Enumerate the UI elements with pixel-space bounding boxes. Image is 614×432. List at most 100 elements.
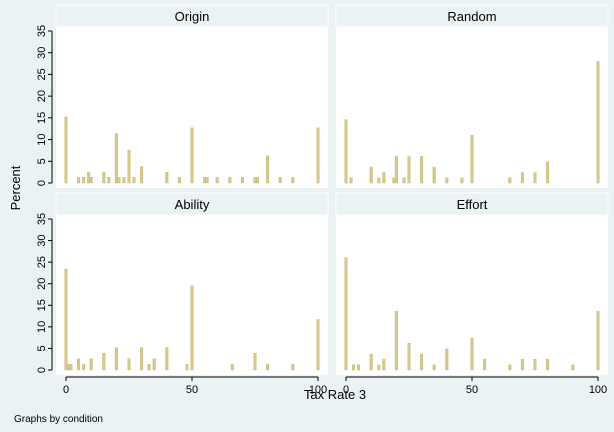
bar [546,161,550,184]
bar [520,359,524,371]
x-tick-label: 50 [466,384,478,396]
y-tick-label: 0 [36,180,48,186]
bar [132,177,136,184]
bar [117,177,121,184]
y-tick-label: 20 [36,278,48,290]
bar [596,61,600,184]
bar [316,319,320,371]
bar [165,171,169,184]
bar [152,358,156,371]
bar [508,177,512,184]
y-tick-label: 5 [36,345,48,351]
y-tick-label: 35 [36,25,48,37]
bar [266,364,270,371]
bar [291,177,295,184]
y-tick-label: 0 [36,367,48,373]
bar [420,156,424,184]
bar [352,364,356,371]
bar [432,364,436,371]
bar [402,177,406,184]
bar [470,135,474,184]
bar [420,353,424,371]
bar [177,177,181,184]
bar [382,172,386,184]
panel-strip-label: Effort [457,197,488,212]
bar [253,177,257,184]
bar [377,364,381,371]
y-tick-label: 30 [36,234,48,246]
bar [357,364,361,371]
bar [230,364,234,371]
bar [89,177,93,184]
bar [102,352,106,371]
bar [87,171,91,184]
bar [596,311,600,371]
bar [445,348,449,371]
y-tick-label: 10 [36,321,48,333]
bar [344,257,348,371]
bar [533,172,537,184]
bar [64,268,68,371]
bar [445,177,449,184]
y-tick-label: 15 [36,299,48,311]
bar [483,359,487,371]
bar [240,177,244,184]
y-axis-title: Percent [8,165,23,210]
bar [114,133,118,184]
bar [377,177,381,184]
bar [369,353,373,371]
bar [69,364,73,371]
y-tick-label: 5 [36,158,48,164]
bar [203,177,207,184]
panel-random: Random [335,4,609,188]
x-tick-label: 100 [589,384,607,396]
bar [508,364,512,371]
bar [349,177,353,184]
bar [256,177,260,184]
bar [382,359,386,371]
bar [190,127,194,184]
bar [82,364,86,371]
bar [266,155,270,184]
bar [114,347,118,371]
x-tick-label: 0 [343,384,349,396]
y-tick-label: 10 [36,133,48,145]
y-tick-label: 25 [36,68,48,80]
x-tick-label: 0 [63,384,69,396]
graphs-by-note: Graphs by condition [14,414,103,425]
panel-effort: Effort 0 50 100 [335,192,609,396]
x-axis-title: Tax Rate 3 [304,387,366,402]
bar [147,364,151,371]
x-tick-label: 50 [186,384,198,396]
y-tick-label: 15 [36,112,48,124]
bar [107,177,111,184]
bar [470,337,474,371]
bar [392,177,396,184]
bar [77,358,81,371]
bar [571,364,575,371]
bar [122,177,126,184]
bar [460,177,464,184]
bar [407,156,411,184]
bar [228,177,232,184]
bar [432,166,436,184]
y-tick-label: 20 [36,90,48,102]
bar [520,172,524,184]
bar [291,364,295,371]
bar [82,177,86,184]
bar [140,166,144,184]
panel-strip-label: Ability [175,197,210,212]
bar [67,364,71,371]
panel-origin: Origin 0 5 10 15 20 25 30 35 [36,4,329,188]
y-tick-label: 30 [36,47,48,59]
panel-strip-label: Origin [175,9,210,24]
bar [316,127,320,184]
bar [407,343,411,371]
bar [344,119,348,184]
y-tick-label: 25 [36,256,48,268]
bar [185,364,189,371]
bar [215,177,219,184]
bar [140,347,144,371]
bar [127,358,131,371]
x-tick-label: 100 [309,384,327,396]
